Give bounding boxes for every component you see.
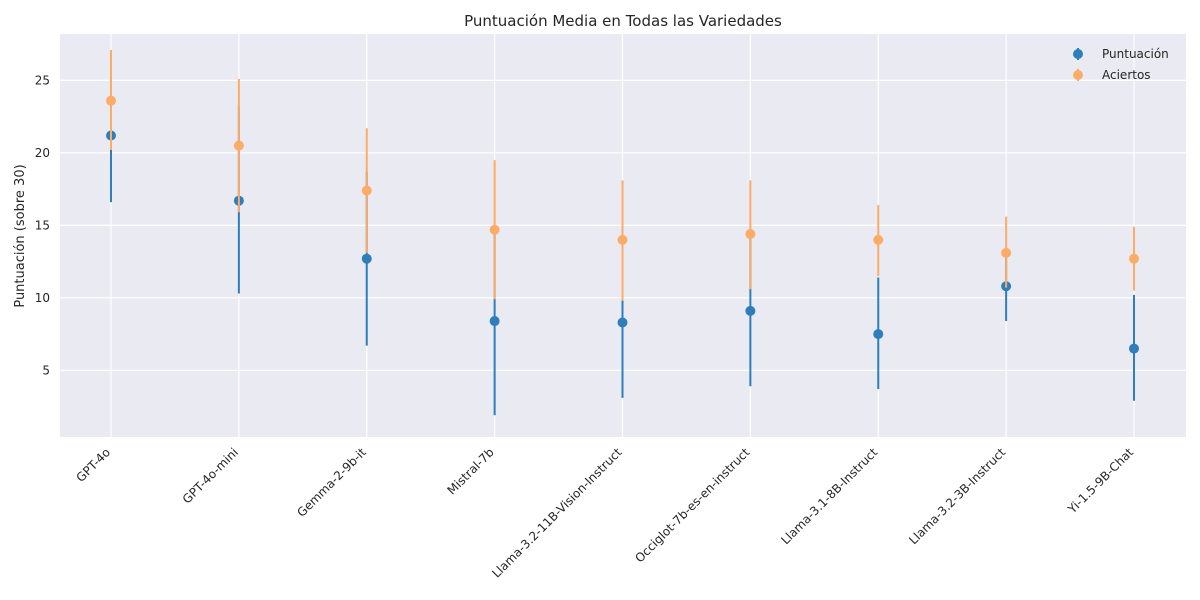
data-point [106, 95, 116, 106]
y-tick-label: 25 [35, 73, 50, 87]
y-axis-label: Puntuación (sobre 30) [13, 164, 28, 307]
series-aciertos [106, 49, 1139, 301]
data-point [873, 234, 884, 245]
data-point [745, 229, 756, 240]
data-point [1129, 343, 1139, 354]
legend-marker [1073, 49, 1083, 59]
data-point [361, 253, 372, 264]
x-tick-label: GPT-4o-mini [180, 445, 241, 506]
data-point [1129, 253, 1139, 264]
legend-label: Puntuación [1102, 47, 1169, 61]
data-point [873, 329, 884, 340]
y-tick-label: 15 [35, 218, 50, 232]
y-ticks: 5 10 15 20 25 [35, 73, 50, 377]
legend: Puntuación Aciertos [1073, 47, 1169, 82]
y-tick-label: 5 [42, 363, 50, 377]
data-point [489, 316, 500, 327]
x-tick-label: Llama-3.1-8B-Instruct [778, 445, 880, 547]
chart-title: Puntuación Media en Todas las Variedades [464, 12, 782, 30]
x-ticks: GPT-4o GPT-4o-mini Gemma-2-9b-it Mistral-7b… [73, 445, 1136, 581]
legend-marker [1073, 70, 1083, 80]
data-point [361, 185, 372, 196]
x-tick-label: Llama-3.2-3B-Instruct [906, 445, 1008, 547]
x-tick-label: Llama-3.2-11B-Vision-Instruct [489, 445, 625, 581]
y-tick-label: 20 [35, 146, 50, 160]
x-tick-label: Yi-1.5-9B-Chat [1065, 445, 1137, 517]
data-point [1001, 247, 1012, 258]
data-point [617, 234, 628, 245]
y-tick-label: 10 [35, 291, 50, 305]
x-tick-label: GPT-4o [73, 445, 113, 485]
data-point [617, 317, 628, 328]
series-layer [106, 49, 1139, 416]
x-tick-label: Gemma-2-9b-it [294, 445, 369, 520]
data-point [233, 140, 244, 151]
legend-label: Aciertos [1102, 68, 1151, 82]
data-point [489, 224, 500, 235]
x-tick-label: Mistral-7b [445, 445, 497, 497]
data-point [745, 305, 756, 316]
x-tick-label: Occiglot-7b-es-en-instruct [632, 445, 752, 565]
